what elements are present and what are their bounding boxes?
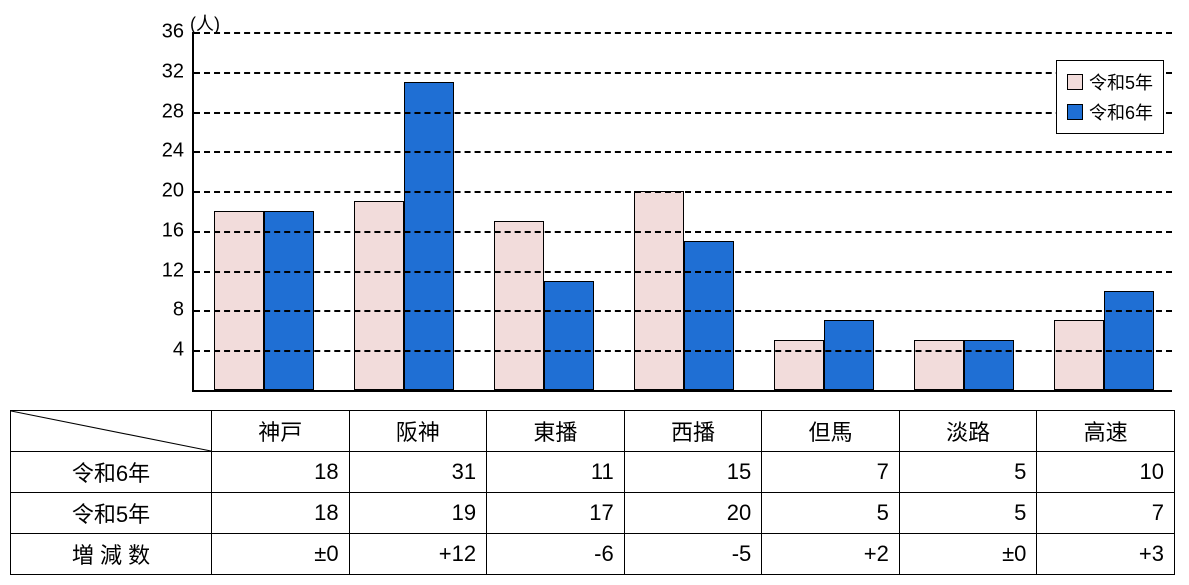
legend: 令和5年令和6年 — [1056, 60, 1164, 134]
table-column-header: 但馬 — [762, 411, 900, 452]
table-column-header: 東播 — [487, 411, 625, 452]
legend-label: 令和5年 — [1089, 69, 1153, 95]
legend-label: 令和6年 — [1089, 99, 1153, 125]
bar — [914, 340, 964, 390]
y-tick-label: 36 — [162, 21, 184, 44]
table-cell: 19 — [349, 493, 487, 534]
table-row-header: 令和5年 — [11, 493, 212, 534]
table-cell: 15 — [624, 452, 762, 493]
table-cell: 17 — [487, 493, 625, 534]
table-cell: 5 — [899, 452, 1037, 493]
table-column-header: 神戸 — [212, 411, 350, 452]
bar — [824, 320, 874, 390]
bars-layer — [194, 32, 1172, 390]
bar — [354, 201, 404, 390]
table-column-header: 淡路 — [899, 411, 1037, 452]
y-tick-label: 24 — [162, 140, 184, 163]
bar — [684, 241, 734, 390]
y-tick-label: 28 — [162, 100, 184, 123]
gridline — [194, 32, 1172, 34]
legend-item: 令和5年 — [1067, 67, 1153, 97]
bar — [774, 340, 824, 390]
chart-and-table: (人) 4812162024283236 令和5年令和6年 神戸阪神東播西播但馬… — [10, 10, 1175, 575]
legend-swatch — [1067, 104, 1083, 120]
bar — [404, 82, 454, 390]
table-cell: 7 — [762, 452, 900, 493]
table-cell: 7 — [1037, 493, 1175, 534]
table-cell: 18 — [212, 452, 350, 493]
gridline — [194, 350, 1172, 352]
table-row: 令和5年18191720557 — [11, 493, 1175, 534]
y-tick-label: 16 — [162, 219, 184, 242]
table-header-row: 神戸阪神東播西播但馬淡路高速 — [11, 411, 1175, 452]
y-tick-label: 8 — [173, 299, 184, 322]
gridline — [194, 231, 1172, 233]
gridline — [194, 310, 1172, 312]
bar — [494, 221, 544, 390]
table-row: 令和6年183111157510 — [11, 452, 1175, 493]
legend-item: 令和6年 — [1067, 97, 1153, 127]
gridline — [194, 271, 1172, 273]
y-tick-label: 20 — [162, 180, 184, 203]
table-column-header: 阪神 — [349, 411, 487, 452]
bar — [214, 211, 264, 390]
table-body: 令和6年183111157510令和5年18191720557増 減 数±0+1… — [11, 452, 1175, 575]
bar — [1054, 320, 1104, 390]
gridline — [194, 112, 1172, 114]
bar — [264, 211, 314, 390]
y-axis: 4812162024283236 — [140, 32, 190, 392]
table-cell: 10 — [1037, 452, 1175, 493]
bar — [964, 340, 1014, 390]
bar — [1104, 291, 1154, 390]
plot-area: 令和5年令和6年 — [192, 32, 1172, 392]
y-tick-label: 12 — [162, 259, 184, 282]
data-table: 神戸阪神東播西播但馬淡路高速 令和6年183111157510令和5年18191… — [10, 410, 1175, 575]
table-column-header: 高速 — [1037, 411, 1175, 452]
gridline — [194, 191, 1172, 193]
table-cell: 5 — [762, 493, 900, 534]
table-column-header: 西播 — [624, 411, 762, 452]
table-cell: 18 — [212, 493, 350, 534]
bar — [544, 281, 594, 390]
y-tick-label: 4 — [173, 339, 184, 362]
table-corner-cell — [11, 411, 212, 452]
y-tick-label: 32 — [162, 60, 184, 83]
table-cell: 11 — [487, 452, 625, 493]
table-row-header: 令和6年 — [11, 452, 212, 493]
table-cell: 20 — [624, 493, 762, 534]
bar-chart: (人) 4812162024283236 令和5年令和6年 — [10, 10, 1175, 410]
legend-swatch — [1067, 74, 1083, 90]
table-cell: 31 — [349, 452, 487, 493]
bar — [634, 191, 684, 390]
gridline — [194, 151, 1172, 153]
gridline — [194, 72, 1172, 74]
table-cell: 5 — [899, 493, 1037, 534]
